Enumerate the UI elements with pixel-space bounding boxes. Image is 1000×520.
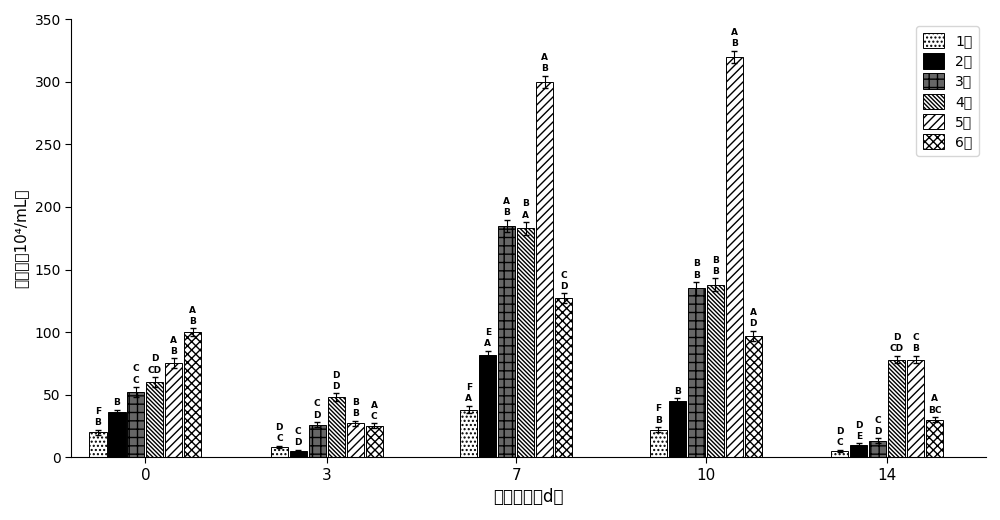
Text: C: C [295, 427, 302, 436]
Bar [347, 423, 364, 457]
Text: D: D [151, 354, 159, 363]
Bar [479, 355, 496, 457]
Text: D: D [836, 427, 844, 436]
Y-axis label: 细胞数（10⁴/mL）: 细胞数（10⁴/mL） [14, 189, 29, 288]
Bar [498, 226, 515, 457]
Text: A: A [750, 308, 757, 317]
Text: B: B [674, 387, 681, 396]
Text: D: D [893, 333, 900, 342]
Bar [869, 441, 886, 457]
Text: C: C [133, 375, 139, 385]
Bar [309, 425, 326, 457]
Text: B: B [712, 267, 719, 276]
Text: D: D [874, 427, 881, 436]
Text: D: D [332, 382, 340, 391]
Text: B: B [352, 398, 359, 407]
Text: D: D [750, 319, 757, 328]
X-axis label: 培养天数（d）: 培养天数（d） [493, 488, 564, 506]
Bar [907, 360, 924, 457]
Text: A: A [465, 394, 472, 404]
Bar [165, 363, 182, 457]
Text: D: D [276, 423, 283, 432]
Text: C: C [912, 333, 919, 342]
Text: A: A [931, 394, 938, 404]
Text: A: A [484, 340, 491, 348]
Text: E: E [485, 328, 491, 337]
Text: C: C [314, 399, 321, 408]
Text: B: B [189, 317, 196, 326]
Text: B: B [693, 259, 700, 268]
Bar [726, 57, 743, 457]
Bar [707, 284, 724, 457]
Text: A: A [371, 400, 378, 410]
Text: BC: BC [928, 406, 941, 414]
Bar [290, 451, 307, 457]
Text: D: D [295, 438, 302, 447]
Legend: 1组, 2组, 3组, 4组, 5组, 6组: 1组, 2组, 3组, 4组, 5组, 6组 [916, 27, 979, 156]
Text: B: B [352, 409, 359, 419]
Text: D: D [332, 371, 340, 380]
Text: A: A [731, 28, 738, 37]
Text: B: B [95, 418, 101, 427]
Text: B: B [655, 415, 662, 425]
Bar [926, 420, 943, 457]
Text: C: C [874, 415, 881, 425]
Bar [127, 392, 144, 457]
Bar [366, 426, 383, 457]
Text: F: F [95, 407, 101, 416]
Text: E: E [856, 432, 862, 441]
Text: C: C [371, 412, 377, 421]
Text: D: D [560, 282, 567, 291]
Text: C: C [837, 438, 843, 447]
Text: B: B [712, 255, 719, 265]
Text: C: C [560, 270, 567, 280]
Bar [271, 447, 288, 457]
Bar [555, 298, 572, 457]
Text: B: B [114, 398, 120, 407]
Text: B: B [522, 199, 529, 208]
Text: B: B [503, 208, 510, 217]
Bar [536, 82, 553, 457]
Text: B: B [170, 347, 177, 356]
Text: B: B [693, 270, 700, 280]
Bar [831, 451, 848, 457]
Bar [650, 430, 667, 457]
Bar [517, 228, 534, 457]
Text: C: C [133, 365, 139, 373]
Bar [850, 445, 867, 457]
Bar [669, 401, 686, 457]
Bar [89, 432, 107, 457]
Bar [184, 332, 201, 457]
Bar [688, 288, 705, 457]
Bar [328, 397, 345, 457]
Text: A: A [170, 335, 177, 345]
Bar [888, 360, 905, 457]
Text: A: A [541, 53, 548, 62]
Text: A: A [503, 197, 510, 206]
Text: F: F [655, 405, 662, 413]
Text: B: B [731, 39, 738, 48]
Text: D: D [314, 411, 321, 420]
Text: CD: CD [148, 366, 162, 374]
Bar [108, 412, 126, 457]
Text: F: F [466, 383, 472, 392]
Text: B: B [912, 344, 919, 353]
Text: C: C [276, 434, 283, 444]
Text: B: B [541, 64, 548, 73]
Text: D: D [855, 421, 863, 430]
Bar [745, 336, 762, 457]
Bar [460, 410, 477, 457]
Text: CD: CD [890, 344, 904, 353]
Text: A: A [189, 306, 196, 315]
Text: A: A [522, 211, 529, 219]
Bar [146, 382, 163, 457]
